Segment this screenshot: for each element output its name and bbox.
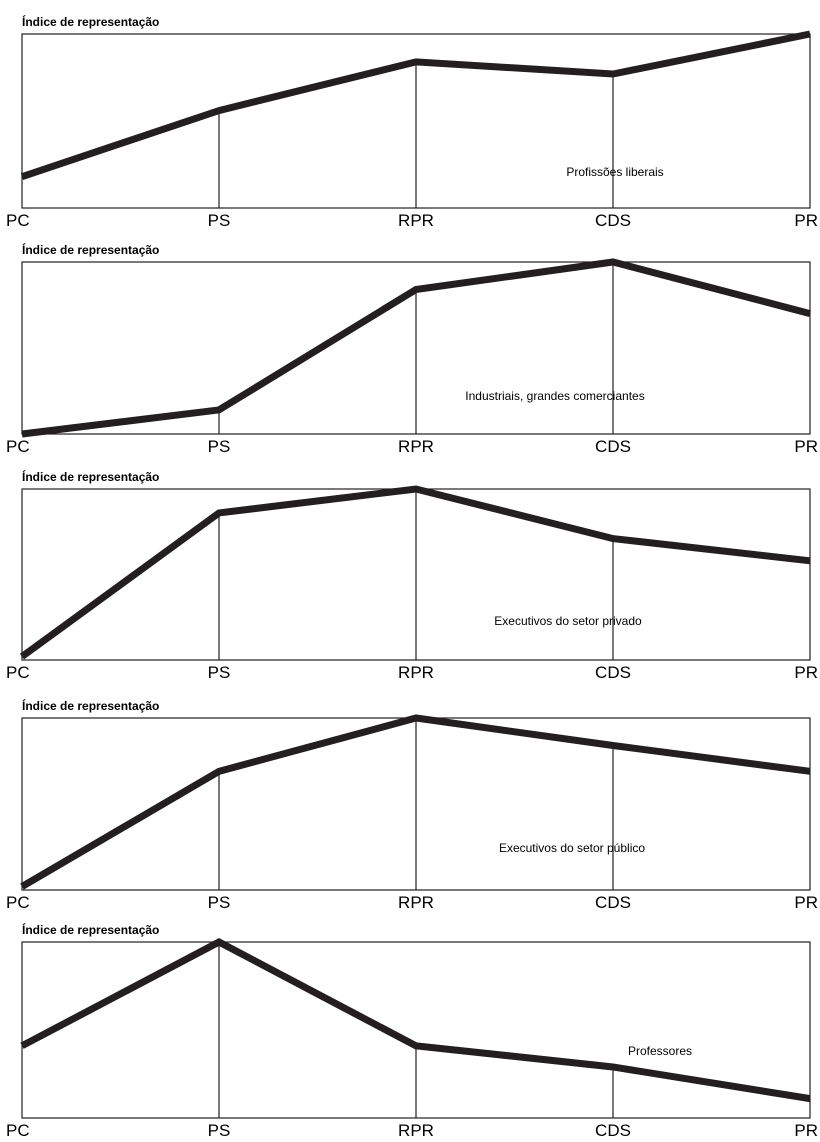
y-axis-label: Índice de representação — [22, 14, 159, 29]
x-tick-label-ps: PS — [208, 437, 231, 456]
chart-panel-3: Índice de representação Executivos do set… — [6, 469, 818, 682]
x-tick-label-ps: PS — [208, 663, 231, 682]
y-axis-label: Índice de representação — [22, 698, 159, 713]
x-tick-label-pc: PC — [6, 663, 30, 682]
x-tick-label-pr: PR — [794, 1121, 818, 1140]
y-axis-label: Índice de representação — [22, 469, 159, 484]
x-tick-label-rpr: RPR — [398, 893, 434, 912]
x-tick-label-rpr: RPR — [398, 663, 434, 682]
y-axis-label: Índice de representação — [22, 242, 159, 257]
x-tick-label-pc: PC — [6, 211, 30, 230]
x-tick-label-cds: CDS — [595, 211, 631, 230]
x-tick-label-rpr: RPR — [398, 1121, 434, 1140]
x-tick-label-ps: PS — [208, 893, 231, 912]
x-tick-label-pr: PR — [794, 663, 818, 682]
chart-panel-4: Índice de representação Executivos do set… — [6, 698, 818, 912]
x-tick-label-cds: CDS — [595, 1121, 631, 1140]
series-label: Profissões liberais — [566, 165, 663, 179]
chart-panel-2: Índice de representação Industriais, gran… — [6, 242, 818, 456]
x-tick-label-pc: PC — [6, 893, 30, 912]
x-tick-label-rpr: RPR — [398, 211, 434, 230]
x-tick-label-pr: PR — [794, 893, 818, 912]
x-tick-label-pc: PC — [6, 1121, 30, 1140]
series-label: Industriais, grandes comerciantes — [465, 389, 644, 403]
chart-panel-5: Índice de representação Professores PC PS RP… — [6, 922, 818, 1140]
y-axis-label: Índice de representação — [22, 922, 159, 937]
x-tick-label-ps: PS — [208, 1121, 231, 1140]
series-label: Professores — [628, 1044, 692, 1058]
x-tick-label-pr: PR — [794, 211, 818, 230]
series-label: Executivos do setor privado — [494, 614, 642, 628]
x-tick-label-pc: PC — [6, 437, 30, 456]
x-tick-label-cds: CDS — [595, 437, 631, 456]
x-tick-label-pr: PR — [794, 437, 818, 456]
series-label: Executivos do setor público — [499, 841, 645, 855]
x-tick-label-cds: CDS — [595, 663, 631, 682]
chart-panel-1: Índice de representação Profissões libera… — [6, 14, 818, 230]
x-tick-label-ps: PS — [208, 211, 231, 230]
x-tick-label-rpr: RPR — [398, 437, 434, 456]
x-tick-label-cds: CDS — [595, 893, 631, 912]
